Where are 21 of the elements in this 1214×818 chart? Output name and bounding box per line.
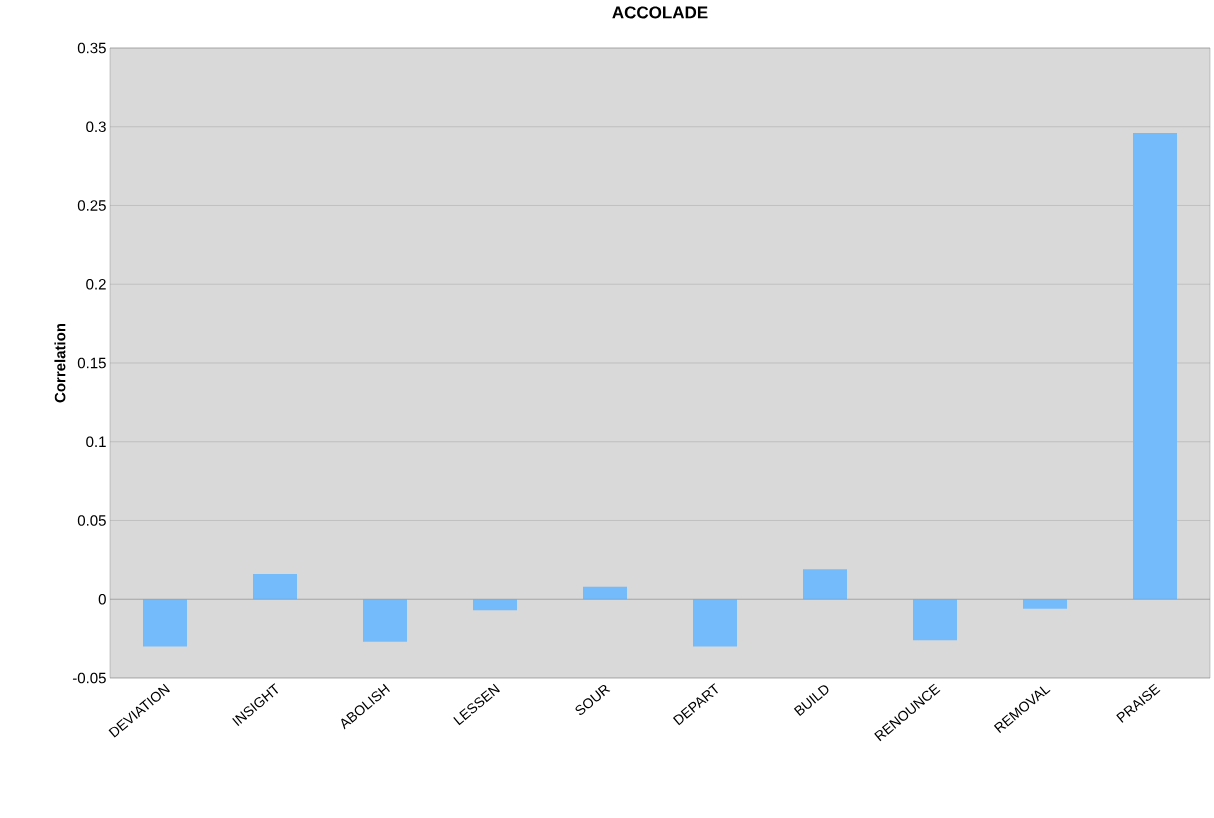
y-tick-label: 0 [98, 593, 106, 605]
bar [583, 586, 628, 600]
y-tick-label: 0.25 [77, 200, 106, 211]
bar [1023, 599, 1068, 609]
bar [253, 574, 298, 600]
y-tick-label: 0.1 [86, 436, 106, 448]
y-axis-title: Correlation [54, 323, 66, 403]
y-tick-label: -0.05 [72, 672, 106, 684]
bar [803, 569, 848, 600]
y-tick-label: 0.2 [86, 278, 106, 290]
y-tick-label: 0.15 [77, 357, 106, 369]
bar [473, 599, 518, 611]
bar [143, 599, 188, 647]
bar [363, 599, 408, 642]
y-tick-label: 0.05 [77, 515, 106, 526]
bar [693, 599, 738, 647]
y-tick-label: 0.3 [86, 121, 106, 133]
bar [913, 599, 958, 641]
y-tick-label: 0.35 [77, 42, 106, 54]
bar [1133, 133, 1178, 600]
chart-title: ACCOLADE [612, 6, 708, 19]
